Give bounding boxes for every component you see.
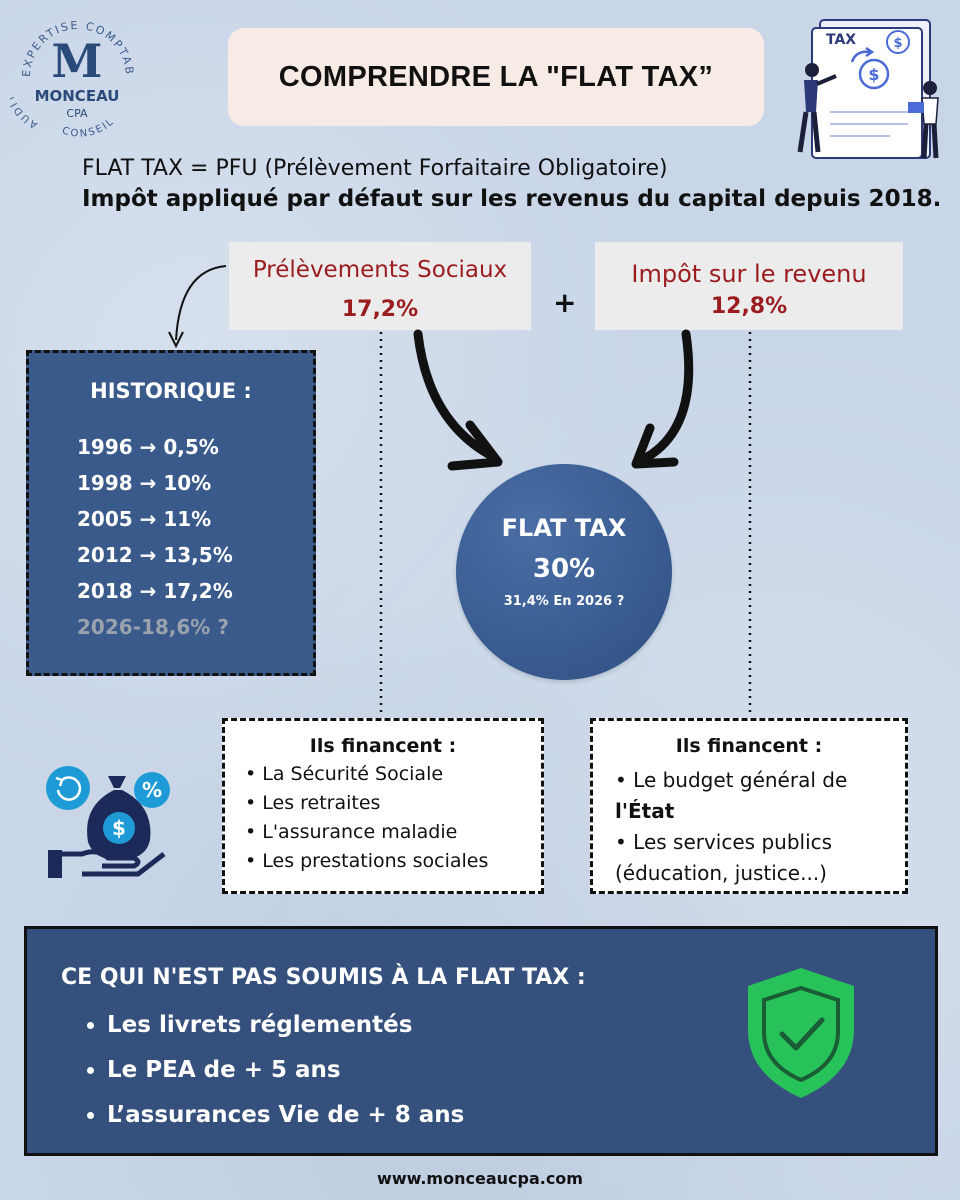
- exclusions-title: CE QUI N'EST PAS SOUMIS À LA FLAT TAX :: [61, 965, 586, 990]
- list-item: • La Sécurité Sociale: [245, 763, 444, 785]
- list-item: • Les prestations sociales: [245, 850, 489, 872]
- financement-impot-list: • Le budget général de l'État • Les serv…: [615, 765, 905, 889]
- list-item: Le PEA de + 5 ans: [107, 1048, 464, 1093]
- flat-tax-rate: 30%: [532, 554, 596, 584]
- historique-title: HISTORIQUE :: [90, 379, 252, 403]
- flat-tax-title: FLAT TAX: [501, 514, 627, 542]
- exclusions-list: Les livrets réglementés Le PEA de + 5 an…: [73, 1003, 464, 1138]
- financement-sociaux-title: Ils financent :: [309, 735, 457, 757]
- intro-description: Impôt appliqué par défaut sur les revenu…: [82, 186, 942, 212]
- historique-item: 1996 → 0,5%: [77, 435, 219, 459]
- historique-item: 2005 → 11%: [77, 507, 212, 531]
- historique-item: 2012 → 13,5%: [77, 543, 233, 567]
- financement-impot-box: Ils financent : • Le budget général de l…: [590, 718, 908, 894]
- prelevements-sociaux-box: Prélèvements Sociaux 17,2%: [229, 242, 531, 330]
- svg-text:%: %: [142, 778, 162, 802]
- illustration-label: TAX: [826, 32, 856, 48]
- financement-sociaux-box: Ils financent : • La Sécurité Sociale • …: [222, 718, 544, 894]
- historique-future-item: 2026-18,6% ?: [77, 615, 229, 639]
- exclusions-panel: CE QUI N'EST PAS SOUMIS À LA FLAT TAX : …: [24, 926, 938, 1156]
- impot-revenu-rate: 12,8%: [710, 294, 788, 319]
- plus-sign: +: [553, 286, 577, 319]
- list-item: • L'assurance maladie: [245, 821, 458, 843]
- list-item: • Les services publics: [615, 830, 833, 854]
- impot-revenu-label: Impôt sur le revenu: [631, 260, 867, 288]
- intro-definition: FLAT TAX = PFU (Prélèvement Forfaitaire …: [82, 156, 668, 181]
- title-box: COMPRENDRE LA "FLAT TAX”: [228, 28, 764, 126]
- money-bag-hand-icon: % $: [42, 762, 174, 882]
- historique-item: 1998 → 10%: [77, 471, 212, 495]
- flat-tax-note: 31,4% En 2026 ?: [503, 594, 625, 609]
- financement-impot-title: Ils financent :: [675, 735, 823, 757]
- svg-text:$: $: [868, 65, 879, 84]
- prelevements-sociaux-rate: 17,2%: [341, 297, 419, 322]
- list-item: • Les retraites: [245, 792, 381, 814]
- logo-sub: CPA: [66, 107, 88, 120]
- logo-letter: M: [52, 34, 103, 88]
- svg-text:$: $: [893, 36, 902, 51]
- financement-sociaux-list: • La Sécurité Sociale • Les retraites • …: [225, 763, 541, 879]
- shield-check-icon: [742, 964, 860, 1102]
- website-link[interactable]: www.monceaucpa.com: [377, 1169, 583, 1188]
- list-item-continued: (éducation, justice...): [615, 861, 827, 885]
- historique-panel: HISTORIQUE : 1996 → 0,5% 1998 → 10% 2005…: [26, 350, 316, 676]
- list-item: Les livrets réglementés: [107, 1003, 464, 1048]
- list-item-continued: l'État: [615, 799, 675, 823]
- tax-document-illustration: TAX $ $: [790, 12, 950, 162]
- svg-text:$: $: [112, 816, 126, 840]
- list-item: L’assurances Vie de + 8 ans: [107, 1093, 464, 1138]
- list-item: • Le budget général de: [615, 768, 848, 792]
- flat-tax-circle: FLAT TAX 30% 31,4% En 2026 ?: [456, 464, 672, 680]
- historique-list: 1996 → 0,5% 1998 → 10% 2005 → 11% 2012 →…: [77, 435, 233, 651]
- monceau-cpa-logo: EXPERTISE COMPTABLE AUDIT CONSEIL M MONC…: [4, 0, 145, 140]
- historique-item: 2018 → 17,2%: [77, 579, 233, 603]
- prelevements-sociaux-label: Prélèvements Sociaux: [252, 257, 508, 283]
- page-title: COMPRENDRE LA "FLAT TAX”: [278, 60, 714, 93]
- impot-revenu-box: Impôt sur le revenu 12,8%: [595, 242, 903, 330]
- logo-name: MONCEAU: [35, 87, 120, 105]
